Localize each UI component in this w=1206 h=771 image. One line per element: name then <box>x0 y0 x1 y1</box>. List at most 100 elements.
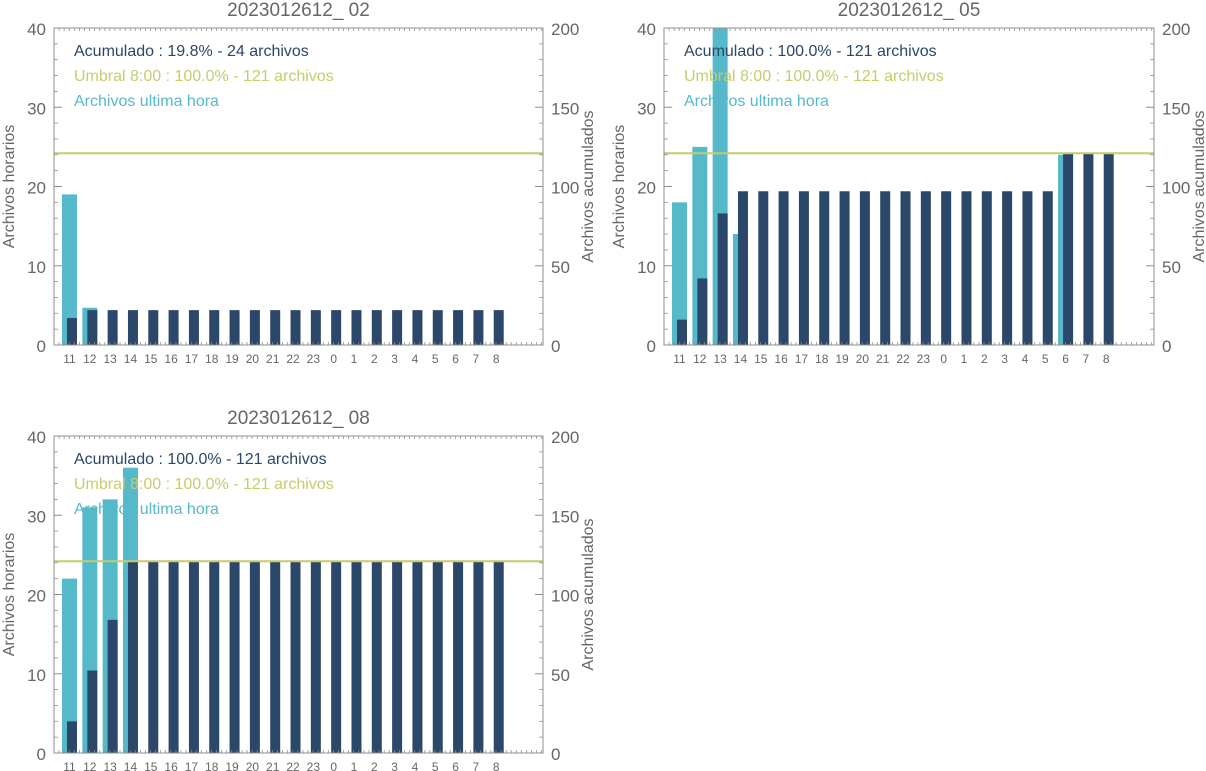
chart-title: 2023012612_ 02 <box>227 0 370 21</box>
accumulated-bar <box>1063 153 1074 345</box>
y2-tick-label: 0 <box>551 337 560 356</box>
accumulated-bar <box>371 310 382 345</box>
chart-title: 2023012612_ 05 <box>838 0 981 21</box>
y2-axis-label: Archivos acumulados <box>580 110 597 262</box>
accumulated-bar <box>87 670 98 753</box>
x-tick-label: 22 <box>286 760 300 771</box>
y2-tick-label: 100 <box>1162 179 1190 198</box>
x-tick-label: 12 <box>693 352 707 366</box>
accumulated-bar <box>310 310 321 345</box>
accumulated-bar <box>331 561 342 753</box>
accumulated-bar <box>717 213 728 345</box>
accumulated-bar <box>127 310 138 345</box>
x-tick-label: 22 <box>896 352 910 366</box>
accumulated-bar <box>209 310 220 345</box>
x-tick-label: 8 <box>493 760 500 771</box>
accumulated-bar <box>473 561 484 753</box>
accumulated-bar <box>148 310 159 345</box>
accumulated-bar <box>392 310 403 345</box>
y-tick-label: 40 <box>637 20 656 39</box>
x-tick-label: 19 <box>225 760 239 771</box>
accumulated-bar <box>249 561 260 753</box>
x-tick-label: 15 <box>144 760 158 771</box>
accumulated-bar <box>1022 191 1033 345</box>
x-tick-label: 17 <box>185 352 199 366</box>
accumulated-bar <box>67 318 77 345</box>
x-tick-label: 14 <box>734 352 748 366</box>
accumulated-bar <box>412 310 423 345</box>
accumulated-bar <box>677 319 687 345</box>
x-tick-label: 13 <box>103 352 117 366</box>
y2-tick-label: 150 <box>551 507 579 526</box>
y2-tick-label: 100 <box>551 179 579 198</box>
x-tick-label: 2 <box>981 352 988 366</box>
accumulated-bar <box>493 561 504 753</box>
x-tick-label: 22 <box>286 352 300 366</box>
y-axis-label: Archivos horarios <box>1 533 18 657</box>
y-tick-label: 0 <box>647 337 656 356</box>
legend-hourly: Archivos ultima hora <box>74 93 219 110</box>
x-tick-label: 16 <box>164 760 178 771</box>
accumulated-bar <box>778 191 789 345</box>
y-tick-label: 20 <box>27 587 46 606</box>
y2-tick-label: 150 <box>1162 99 1190 118</box>
y-tick-label: 30 <box>637 99 656 118</box>
y-tick-label: 0 <box>37 745 46 764</box>
x-tick-label: 4 <box>412 760 419 771</box>
accumulated-bar <box>432 310 443 345</box>
x-tick-label: 23 <box>307 352 321 366</box>
chart-title: 2023012612_ 08 <box>227 408 370 429</box>
accumulated-bar <box>941 191 952 345</box>
x-tick-label: 3 <box>1001 352 1008 366</box>
accumulated-bar <box>148 561 159 753</box>
x-tick-label: 23 <box>307 760 321 771</box>
accumulated-bar <box>310 561 321 753</box>
y-tick-label: 30 <box>27 99 46 118</box>
accumulated-bar <box>371 561 382 753</box>
x-tick-label: 18 <box>205 352 219 366</box>
accumulated-bar <box>209 561 220 753</box>
x-tick-label: 20 <box>856 352 870 366</box>
accumulated-bar <box>1083 153 1094 345</box>
x-tick-label: 0 <box>330 352 337 366</box>
accumulated-bar <box>351 310 362 345</box>
x-tick-label: 19 <box>835 352 849 366</box>
x-tick-label: 14 <box>124 760 138 771</box>
accumulated-bar <box>168 310 179 345</box>
y-tick-label: 40 <box>27 20 46 39</box>
x-tick-label: 21 <box>266 352 280 366</box>
accumulated-bar <box>880 191 891 345</box>
x-tick-label: 1 <box>351 352 358 366</box>
y2-tick-label: 50 <box>1162 258 1181 277</box>
x-tick-label: 19 <box>225 352 239 366</box>
accumulated-bar <box>270 561 281 753</box>
x-tick-label: 13 <box>713 352 727 366</box>
y2-tick-label: 0 <box>551 745 560 764</box>
y-tick-label: 10 <box>27 666 46 685</box>
legend-hourly: Archivos ultima hora <box>74 501 219 518</box>
y2-tick-label: 200 <box>551 20 579 39</box>
accumulated-bar <box>127 561 138 753</box>
y-tick-label: 20 <box>27 179 46 198</box>
x-tick-label: 17 <box>795 352 809 366</box>
hourly-bar <box>62 578 77 753</box>
y2-tick-label: 50 <box>551 258 570 277</box>
x-tick-label: 20 <box>246 760 260 771</box>
accumulated-bar <box>758 191 769 345</box>
accumulated-bar <box>412 561 423 753</box>
y-tick-label: 10 <box>637 258 656 277</box>
x-tick-label: 7 <box>1083 352 1090 366</box>
accumulated-bar <box>392 561 403 753</box>
x-tick-label: 5 <box>1042 352 1049 366</box>
legend-threshold: Umbral 8:00 : 100.0% - 121 archivos <box>74 476 334 493</box>
x-tick-label: 8 <box>493 352 500 366</box>
y2-tick-label: 200 <box>1162 20 1190 39</box>
x-tick-label: 15 <box>144 352 158 366</box>
accumulated-bar <box>290 561 301 753</box>
y-tick-label: 10 <box>27 258 46 277</box>
x-tick-label: 21 <box>876 352 890 366</box>
x-tick-label: 1 <box>961 352 968 366</box>
